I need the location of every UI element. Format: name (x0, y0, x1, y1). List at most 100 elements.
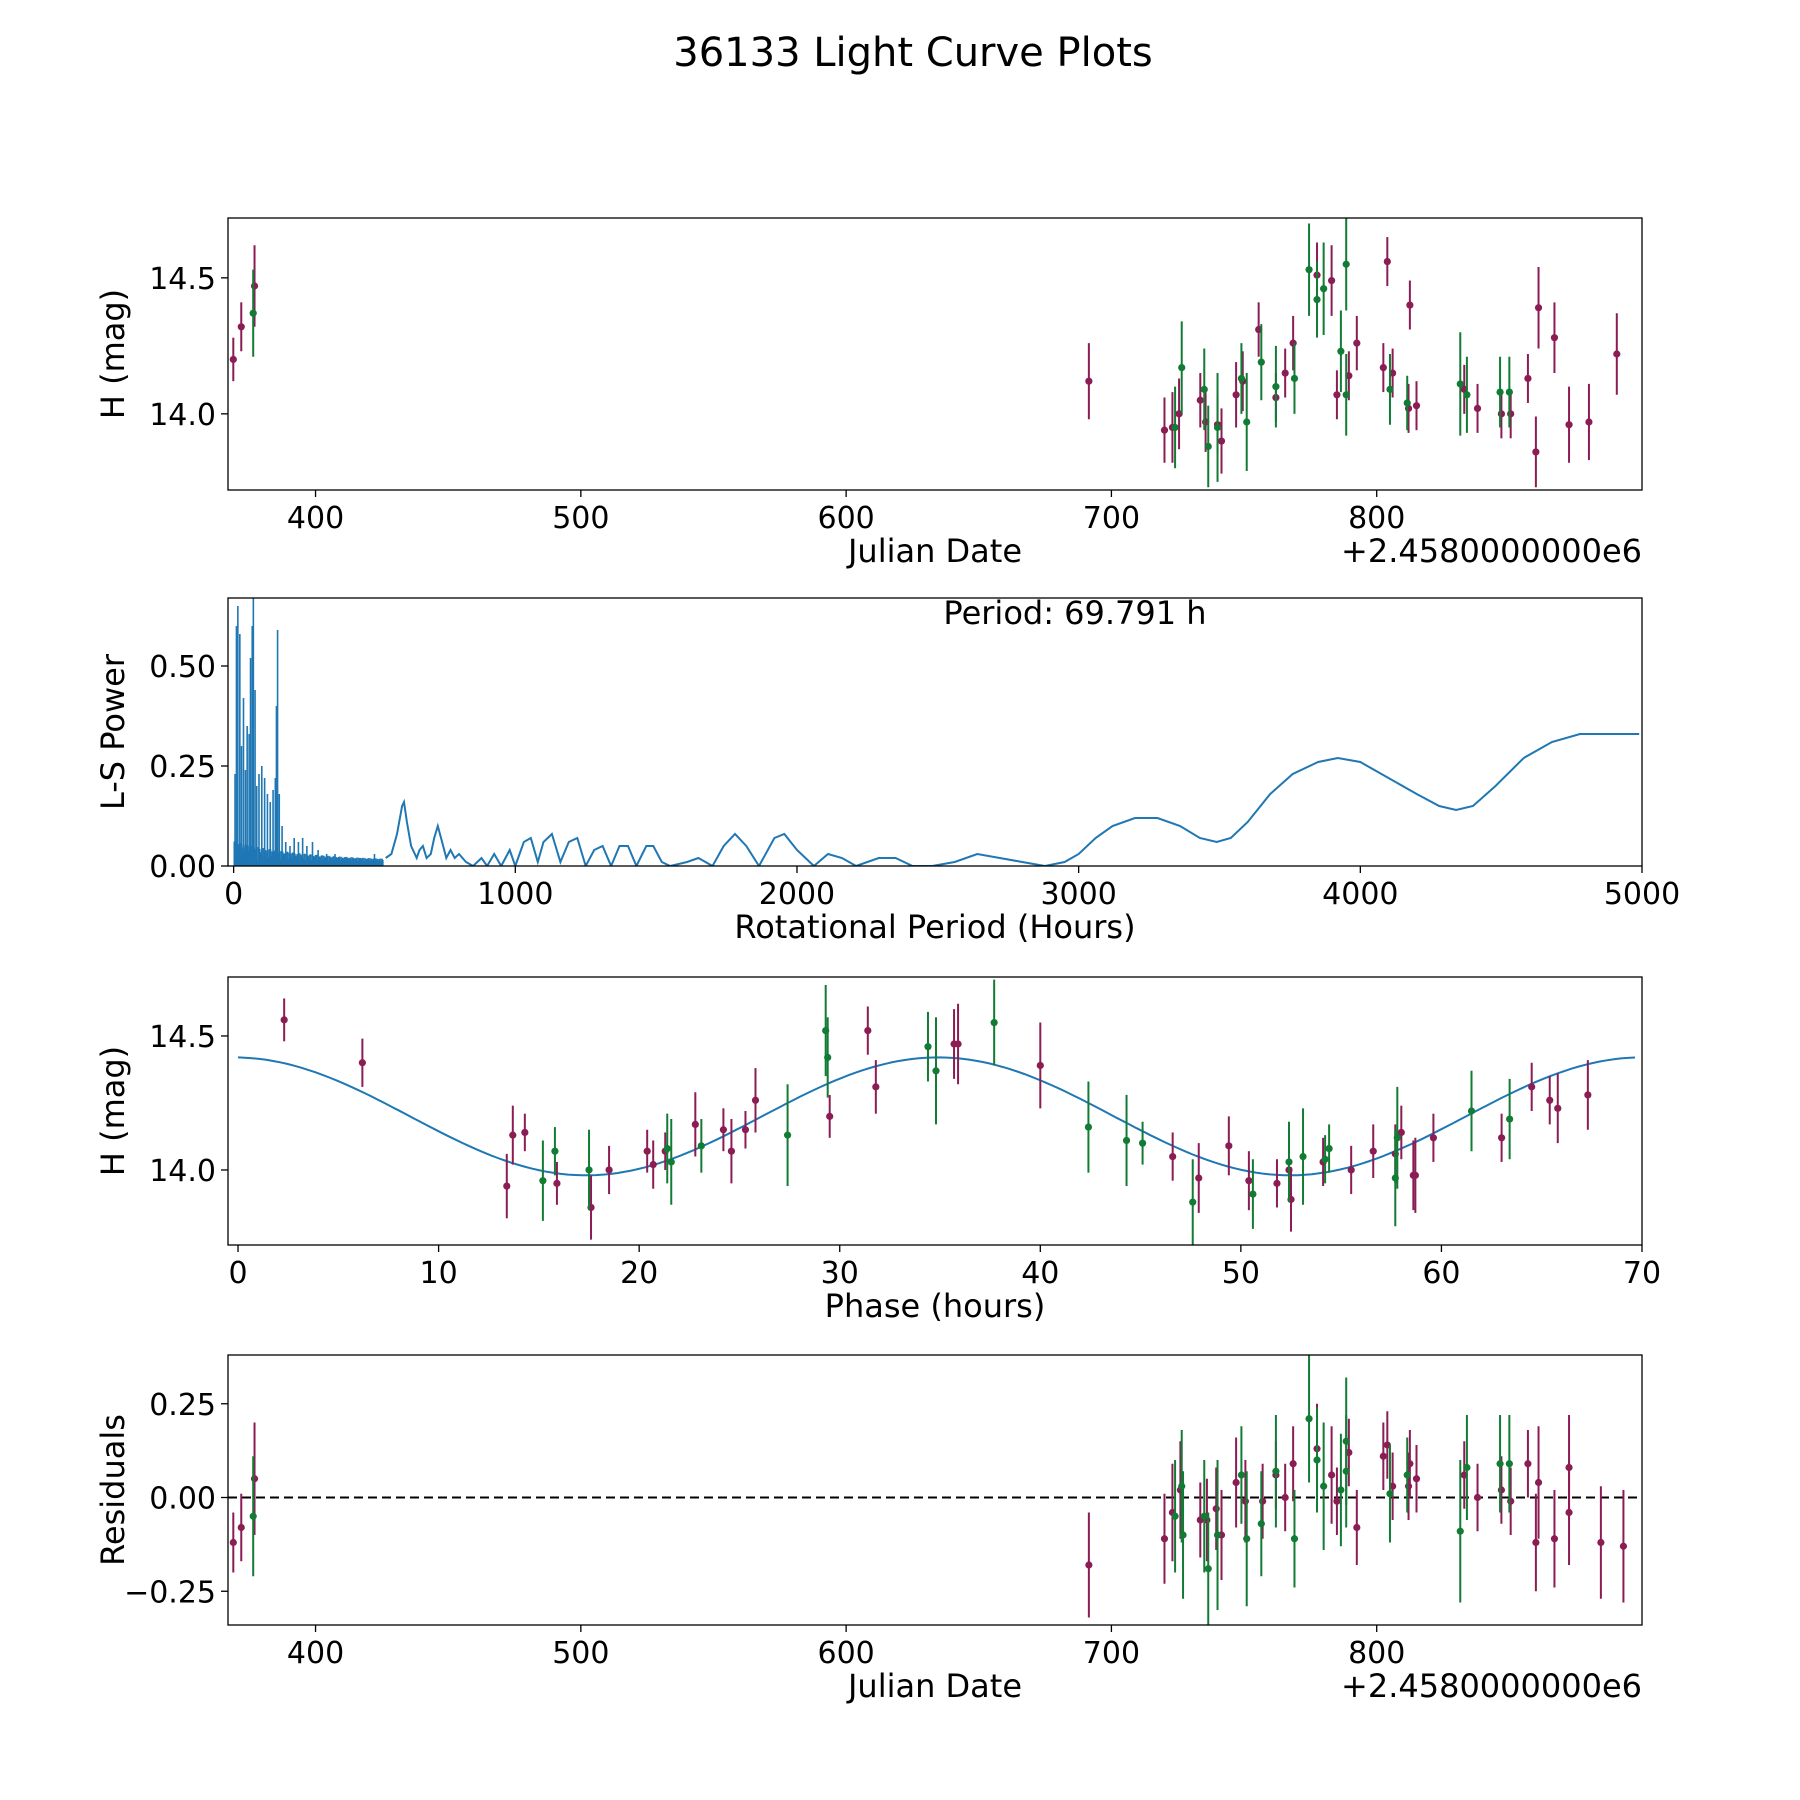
data-point (1403, 1471, 1411, 1479)
data-point (1342, 260, 1350, 268)
x-tick-label: 400 (287, 501, 344, 536)
data-point (1204, 442, 1212, 451)
y-axis-label: Residuals (94, 1414, 132, 1566)
data-point (1243, 418, 1251, 426)
data-point (1429, 1134, 1438, 1142)
x-offset-label: +2.4580000000e6 (1341, 532, 1642, 570)
x-tick-label: 600 (817, 501, 874, 536)
data-point (1550, 334, 1559, 342)
data-point (1534, 304, 1543, 312)
data-point (1473, 1493, 1482, 1502)
x-offset-label: +2.4580000000e6 (1341, 1667, 1642, 1705)
data-point (1347, 1166, 1355, 1174)
data-point (237, 1523, 245, 1532)
data-point (751, 1096, 760, 1104)
axes-frame (227, 976, 1643, 1246)
data-point (783, 1131, 792, 1139)
axes-frame (227, 217, 1643, 491)
y-tick-label: 14.0 (149, 1154, 216, 1189)
data-point (1160, 426, 1169, 434)
data-point (824, 1053, 832, 1061)
data-point (1328, 276, 1336, 285)
x-axis-label: Rotational Period (Hours) (734, 908, 1135, 946)
x-tick-label: 70 (1623, 1256, 1661, 1291)
x-tick-label: 30 (821, 1256, 859, 1291)
data-point (1320, 1482, 1328, 1490)
data-point (643, 1147, 651, 1155)
plot-area (228, 1355, 1642, 1625)
y-tick-label: 14.5 (149, 1020, 216, 1055)
data-point (250, 282, 259, 290)
data-point (1613, 350, 1621, 358)
phased-curve-panel: 0 10 20 30 40 50 60 70 14.0 14.5 Phase (hours) H (m… (94, 976, 1661, 1325)
data-point (1179, 1531, 1187, 1539)
x-tick-label: 700 (1083, 501, 1140, 536)
data-point (1463, 391, 1471, 399)
data-point (1337, 1486, 1345, 1494)
x-tick-label: 40 (1021, 1256, 1059, 1291)
y-tick-label: 0.25 (149, 750, 216, 785)
data-point (1305, 266, 1313, 274)
data-point (1243, 1535, 1251, 1543)
data-point (1160, 1535, 1169, 1543)
data-point (826, 1112, 834, 1120)
data-point (229, 355, 237, 364)
data-point (1554, 1104, 1562, 1112)
data-point (1299, 1152, 1307, 1161)
x-tick-label: 1000 (477, 877, 553, 912)
data-point (1036, 1061, 1044, 1070)
data-point (358, 1059, 366, 1067)
data-point (1122, 1136, 1131, 1145)
y-axis-label: L-S Power (94, 653, 132, 810)
data-point (1138, 1139, 1147, 1147)
data-point (539, 1177, 547, 1185)
data-point (1289, 1460, 1297, 1468)
data-point (1498, 1134, 1506, 1142)
x-tick-label: 2000 (759, 877, 835, 912)
data-point (741, 1126, 750, 1134)
data-point (1313, 1456, 1321, 1464)
x-tick-label: 0 (228, 1256, 247, 1291)
x-tick-label: 400 (287, 1636, 344, 1671)
data-point (229, 1538, 237, 1547)
x-tick-label: 4000 (1322, 877, 1398, 912)
y-tick-label: 0.00 (149, 850, 216, 885)
data-point (1213, 1531, 1222, 1539)
data-point (1178, 364, 1186, 372)
data-point (1328, 1471, 1336, 1479)
data-point (1532, 448, 1540, 456)
data-point (1237, 1471, 1246, 1479)
data-point (1213, 423, 1222, 432)
periodogram-curve (385, 733, 1640, 866)
period-annotation: Period: 69.791 h (943, 594, 1206, 632)
data-point (509, 1131, 517, 1139)
data-point (1257, 358, 1265, 366)
x-tick-label: 800 (1348, 1636, 1405, 1671)
data-point (1257, 1520, 1265, 1528)
data-point (1534, 1478, 1543, 1487)
data-point (1321, 1155, 1329, 1163)
data-point (280, 1016, 288, 1024)
data-point (1383, 257, 1391, 266)
data-point (1189, 1198, 1197, 1206)
data-point (990, 1018, 998, 1027)
data-point (1391, 1174, 1399, 1182)
data-point (1397, 1128, 1405, 1137)
x-axis-label: Julian Date (846, 532, 1022, 570)
data-point (1473, 404, 1482, 412)
x-tick-label: 600 (817, 1636, 874, 1671)
data-point (249, 1512, 257, 1520)
data-point (1379, 364, 1387, 372)
data-point (1225, 1142, 1233, 1150)
data-point (1369, 1147, 1377, 1155)
data-point (1496, 1460, 1504, 1468)
data-point (1290, 1535, 1299, 1543)
x-tick-label: 500 (552, 1636, 609, 1671)
data-point (1171, 1512, 1179, 1520)
data-point (1497, 410, 1505, 418)
data-point (1333, 391, 1341, 399)
data-point (250, 1475, 259, 1483)
data-point (551, 1147, 559, 1155)
x-tick-label: 0 (224, 877, 243, 912)
